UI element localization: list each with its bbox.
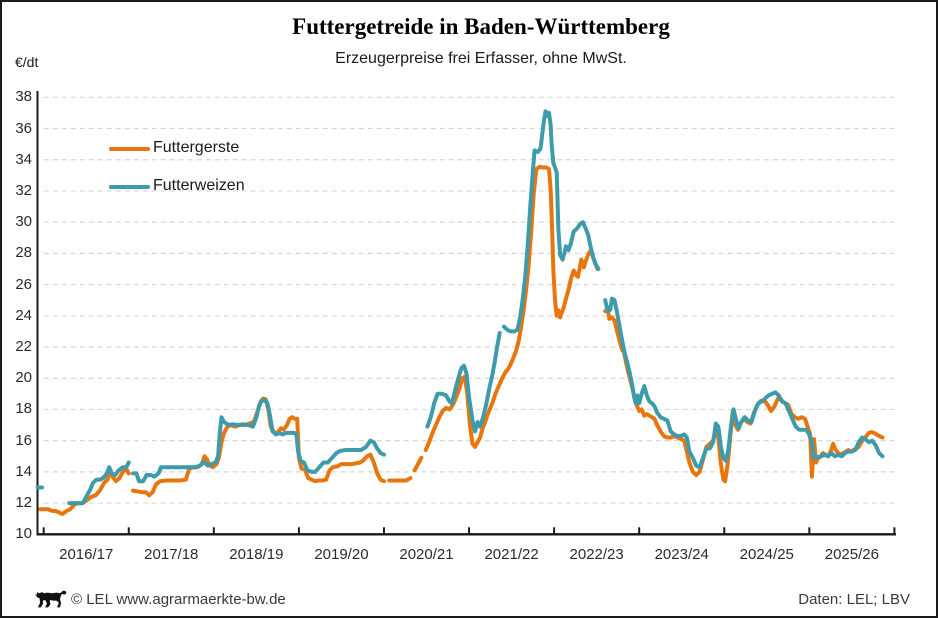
legend-swatch [109,147,150,151]
futtergerste-line [38,466,131,516]
y-tick-label: 16 [15,431,32,449]
futterweizen-line [425,331,502,434]
y-tick-label: 38 [15,88,32,106]
y-tick-label: 30 [15,213,32,231]
chart-legend: Futtergerste Futterweizen [109,132,309,208]
y-tick-label: 18 [15,400,32,418]
x-tick-label: 2021/22 [484,546,539,563]
x-tick-label: 2019/20 [314,546,369,563]
y-tick-label: 32 [15,181,32,199]
x-tick-label: 2024/25 [739,546,794,563]
legend-swatch [109,185,150,189]
x-tick-label: 2023/24 [654,546,709,563]
copyright-text: © LEL www.agrarmaerkte-bw.de [71,591,286,608]
futtergerste-line [387,476,413,483]
gridlines [43,96,895,504]
page-title: Futtergetreide in Baden-Württemberg [292,14,670,39]
legend-item-futtergerste: Futtergerste [109,132,309,170]
series-lines [35,109,885,516]
y-axis-unit-label: €/dt [15,54,39,70]
futterweizen-line [501,109,601,334]
futtergerste-line [423,164,600,452]
y-tick-label: 28 [15,244,32,262]
page-subtitle: Erzeugerpreise frei Erfasser, ohne MwSt. [335,50,627,67]
futterweizen-line [67,460,131,506]
x-tick-label: 2018/19 [229,546,284,563]
y-tick-label: 12 [15,494,32,512]
y-tick-label: 24 [15,306,32,324]
futterweizen-line [131,398,386,484]
y-tick-label: 10 [15,525,32,543]
data-source-text: Daten: LEL; LBV [798,591,910,608]
y-tick-label: 14 [15,462,32,480]
x-tick-label: 2025/26 [824,546,879,563]
legend-label: Futterweizen [153,177,245,194]
futterweizen-line [603,296,885,470]
y-tick-label: 20 [15,369,32,387]
x-tick-label: 2016/17 [59,546,114,563]
y-tick-label: 36 [15,119,32,137]
x-tick-label: 2017/18 [144,546,199,563]
bw-lion-logo-icon [35,590,67,608]
futtergerste-line [412,455,424,473]
y-tick-label: 22 [15,338,32,355]
y-tick-label: 26 [15,275,32,293]
x-tick-label: 2020/21 [399,546,454,563]
legend-label: Futtergerste [153,139,240,156]
legend-item-futterweizen: Futterweizen [109,170,309,208]
x-tick-label: 2022/23 [569,546,624,563]
axes [36,91,896,536]
y-tick-label: 34 [15,150,32,168]
